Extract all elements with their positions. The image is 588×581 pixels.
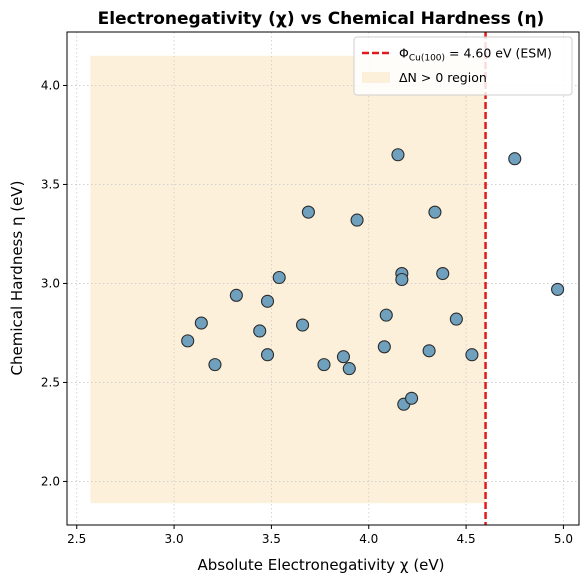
legend-line-label: ΦCu(100) = 4.60 eV (ESM) [399, 46, 552, 64]
legend: ΦCu(100) = 4.60 eV (ESM) ΔN > 0 region [353, 36, 573, 96]
data-point [194, 316, 208, 330]
data-point [449, 312, 463, 326]
data-point [377, 340, 391, 354]
data-point [395, 272, 409, 287]
data-point [422, 344, 436, 358]
y-tick-label: 3.0 [41, 276, 60, 290]
data-point [181, 334, 195, 348]
y-tick-label: 2.5 [41, 375, 60, 389]
data-point [260, 348, 275, 362]
x-tick-label: 4.5 [457, 532, 476, 546]
data-point [260, 294, 275, 308]
data-point [551, 282, 565, 296]
data-point [229, 288, 243, 302]
chart-title: Electronegativity (χ) vs Chemical Hardne… [98, 9, 545, 29]
data-point [208, 358, 222, 372]
data-point [272, 270, 286, 285]
x-tick-label: 3.0 [165, 532, 184, 546]
data-point [405, 391, 419, 405]
y-tick-label: 3.5 [41, 177, 60, 191]
data-point [508, 152, 522, 166]
y-tick-label: 2.0 [41, 474, 60, 488]
data-point [379, 308, 393, 322]
x-tick-label: 5.0 [554, 532, 573, 546]
y-axis-label: Chemical Hardness η (eV) [8, 181, 26, 376]
legend-region-label: ΔN > 0 region [399, 70, 487, 85]
delta-n-region [90, 55, 486, 504]
data-point [317, 358, 331, 372]
data-point [253, 324, 267, 338]
x-axis-label: Absolute Electronegativity χ (eV) [197, 556, 444, 574]
legend-region-swatch [362, 72, 390, 83]
data-point [436, 267, 450, 281]
legend-line-value: = 4.60 eV (ESM) [445, 46, 552, 61]
legend-box [353, 36, 573, 96]
plot-frame [66, 31, 580, 526]
legend-line-symbol: Φ [399, 46, 409, 61]
x-tick-label: 2.5 [67, 532, 86, 546]
y-tick-label: 4.0 [41, 78, 60, 92]
data-point [296, 318, 310, 332]
x-tick-label: 4.0 [359, 532, 378, 546]
data-point [350, 213, 364, 227]
data-point [465, 348, 479, 362]
data-point [391, 148, 405, 162]
data-point [428, 205, 442, 219]
x-tick-label: 3.5 [262, 532, 281, 546]
data-point [342, 362, 356, 376]
data-point [301, 205, 315, 219]
legend-line-subscript: Cu(100) [409, 54, 445, 64]
data-point [336, 350, 350, 364]
